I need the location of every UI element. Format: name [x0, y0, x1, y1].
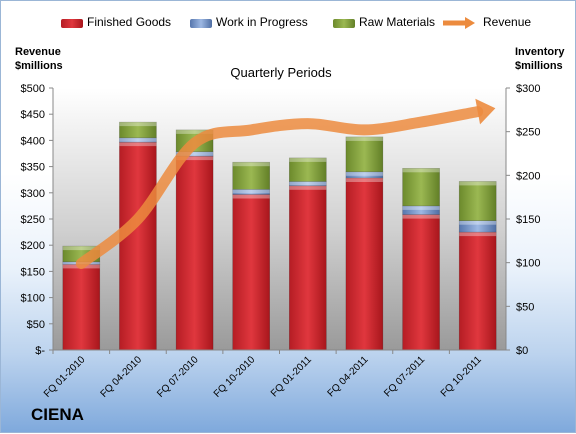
bar-edge-work-in-progress-4: [232, 189, 270, 194]
legend-label-raw-materials: Raw Materials: [359, 15, 436, 29]
bar-edge-finished-goods-2: [119, 142, 157, 147]
legend-label-finished-goods: Finished Goods: [87, 15, 172, 29]
bar-edge-raw-materials-7: [402, 168, 440, 173]
bar-finished-goods-6: [345, 177, 384, 351]
legend: Finished Goods Work in Progress Raw Mate…: [1, 1, 576, 31]
bar-finished-goods-4: [232, 194, 270, 351]
right-tick-label-5: $250: [516, 127, 540, 139]
right-tick-label-2: $100: [516, 258, 540, 270]
bar-finished-goods-3: [175, 155, 214, 351]
x-tick-label-8: FQ 10-2011: [439, 354, 484, 399]
bar-finished-goods-2: [119, 141, 157, 351]
legend-label-work-in-progress: Work in Progress: [216, 15, 308, 29]
left-tick-label-10: $500: [21, 83, 45, 95]
revenue-arrowhead: [475, 98, 496, 125]
revenue-line-group: [75, 98, 496, 269]
bar-raw-materials-5: [288, 157, 327, 182]
left-tick-label-1: $50: [27, 319, 45, 331]
bar-edge-finished-goods-8: [459, 232, 497, 237]
left-tick-label-2: $100: [21, 293, 45, 305]
bar-edge-finished-goods-6: [345, 178, 383, 182]
bar-finished-goods-1: [62, 264, 101, 351]
legend-swatch-raw-materials: [333, 19, 355, 28]
legend-swatch-work-in-progress: [190, 19, 212, 28]
left-tick-label-5: $250: [21, 214, 45, 226]
revenue-line: [75, 106, 484, 269]
bar-edge-work-in-progress-7: [402, 205, 440, 210]
bar-edge-finished-goods-4: [232, 194, 270, 199]
left-axis-title-line1: Revenue: [15, 46, 61, 58]
bar-work-in-progress-3: [175, 151, 214, 157]
right-tick-label-3: $150: [516, 214, 540, 226]
bar-raw-materials-8: [458, 181, 497, 221]
left-tick-label-8: $400: [21, 135, 45, 147]
bar-raw-materials-6: [345, 136, 384, 173]
bars-group: [62, 121, 497, 351]
legend-swatch-finished-goods: [61, 19, 83, 28]
legend-label-revenue: Revenue: [483, 15, 532, 29]
bar-edge-raw-materials-3: [176, 129, 214, 134]
bar-finished-goods-7: [402, 214, 440, 351]
bar-edge-work-in-progress-3: [176, 151, 214, 156]
x-tick-label-3: FQ 07-2010: [155, 354, 201, 400]
x-tick-label-7: FQ 07-2011: [382, 354, 427, 399]
left-tick-label-3: $150: [21, 266, 45, 278]
right-tick-label-4: $200: [516, 170, 540, 182]
bar-raw-materials-7: [402, 168, 440, 207]
chart-title: Quarterly Periods: [230, 65, 332, 80]
x-tick-label-4: FQ 10-2010: [212, 354, 258, 400]
left-tick-label-6: $300: [21, 188, 45, 200]
bar-edge-work-in-progress-8: [459, 220, 497, 225]
bar-edge-raw-materials-1: [62, 246, 100, 251]
bar-edge-raw-materials-2: [119, 122, 157, 127]
bar-edge-raw-materials-5: [289, 157, 327, 162]
left-tick-label-7: $350: [21, 162, 45, 174]
bar-raw-materials-4: [232, 161, 270, 190]
bar-finished-goods-8: [458, 231, 497, 351]
right-tick-label-6: $300: [516, 83, 540, 95]
bar-raw-materials-2: [119, 121, 157, 139]
company-name: CIENA: [31, 405, 84, 424]
bar-edge-work-in-progress-6: [345, 171, 383, 176]
x-tick-label-1: FQ 01-2010: [42, 354, 88, 400]
bar-edge-raw-materials-6: [345, 136, 383, 141]
left-tick-label-9: $450: [21, 109, 45, 121]
bar-finished-goods-5: [288, 185, 327, 351]
x-tick-label-2: FQ 04-2010: [99, 354, 145, 400]
right-axis-title-line1: Inventory: [515, 46, 565, 58]
left-tick-label-4: $200: [21, 240, 45, 252]
left-axis-title-line2: $millions: [15, 60, 63, 72]
bar-edge-raw-materials-4: [232, 162, 270, 167]
bar-edge-raw-materials-8: [459, 181, 497, 186]
bar-edge-finished-goods-7: [402, 214, 440, 219]
bar-edge-work-in-progress-2: [119, 137, 157, 142]
x-tick-label-6: FQ 04-2011: [326, 354, 371, 399]
right-axis-title: Inventory $millions: [515, 45, 565, 73]
right-tick-label-1: $50: [516, 301, 534, 313]
bar-edge-work-in-progress-5: [289, 181, 327, 186]
right-tick-label-0: $0: [516, 345, 528, 357]
right-axis-title-line2: $millions: [515, 60, 563, 72]
bar-edge-finished-goods-5: [289, 185, 327, 190]
left-tick-label-0: $-: [35, 345, 45, 357]
x-tick-label-5: FQ 01-2011: [269, 354, 314, 399]
legend-swatch-revenue: [443, 17, 475, 29]
bar-edge-finished-goods-3: [176, 156, 214, 161]
left-axis-title: Revenue $millions: [15, 45, 63, 73]
bar-work-in-progress-6: [345, 171, 384, 179]
